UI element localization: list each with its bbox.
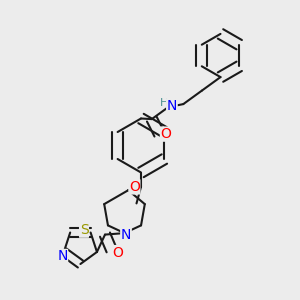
Text: H: H [160, 98, 168, 108]
Text: S: S [80, 223, 88, 237]
Text: O: O [112, 246, 123, 260]
Text: O: O [160, 127, 171, 141]
Text: N: N [167, 99, 177, 112]
Text: N: N [121, 228, 131, 242]
Text: O: O [129, 180, 140, 194]
Text: N: N [57, 250, 68, 263]
